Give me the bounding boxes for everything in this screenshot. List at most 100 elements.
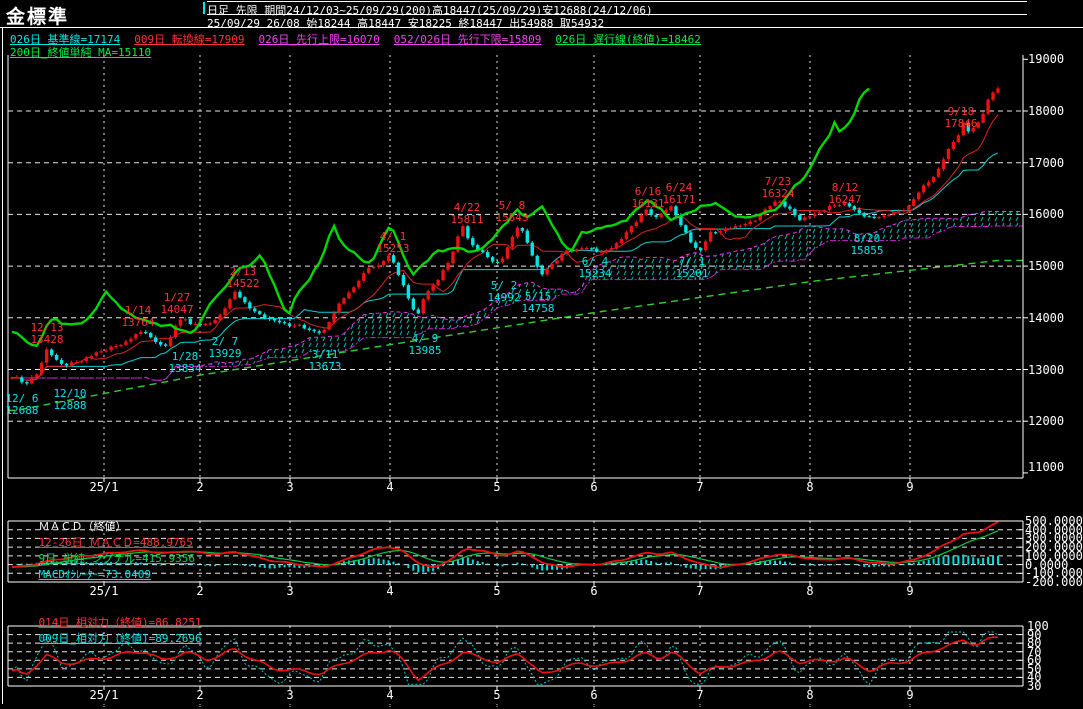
x-axis-label-rsi: 6 [590, 688, 598, 702]
info-box-mid-border [207, 14, 1027, 15]
annotation-low: 7/ 1 15201 [675, 255, 709, 280]
x-axis-label-macd: 9 [906, 584, 914, 598]
annotation-high: 5/ 8 15843 [495, 199, 529, 224]
annotation-low: 4/ 9 13985 [408, 332, 442, 357]
macd-axis-label: 0.0000 [1025, 557, 1069, 572]
x-axis-label-main: 2 [196, 480, 204, 494]
macd-axis-label: -200.0000 [1025, 575, 1083, 589]
rsi-header: 014日 相対力（終値)=86.8251 009日_相対力（終値)=89.269… [12, 601, 212, 659]
rsi-axis-label: 40 [1027, 670, 1042, 685]
header-separator [0, 27, 1083, 28]
annotation-low: 3/11 13673 [308, 348, 342, 373]
x-axis-label-macd: 4 [386, 584, 394, 598]
x-axis-label-main: 25/1 [89, 480, 119, 494]
ichimoku-cloud [12, 211, 1023, 381]
legend-entry: 026日 遅行線(終値)=18462 [555, 33, 701, 46]
annotation-low: 8/20 15855 [850, 232, 884, 257]
rsi-axis-label: 100 [1027, 619, 1049, 633]
annotation-high: 4/22 15811 [450, 201, 484, 226]
annotation-low: 6/ 4 15234 [578, 255, 612, 280]
macd-axis-label: 400.0000 [1025, 522, 1083, 537]
annotation-high: 2/13 14522 [226, 265, 260, 290]
quote-info-line: 25/09/29 26/08 始18244 高18447 安18225 終184… [207, 17, 605, 30]
annotation-high: 4/ 1 15253 [376, 230, 410, 255]
macd-signal-value: 9日 単純 シグナル=415.9356 [38, 552, 195, 565]
macd-axis-label: 200.0000 [1025, 540, 1083, 555]
x-axis-label-rsi: 5 [493, 688, 501, 702]
x-axis-label-macd: 25/1 [89, 584, 119, 598]
price-axis-label: 17000 [1028, 155, 1065, 170]
price-axis-label: 14000 [1028, 310, 1065, 325]
x-axis-label-rsi: 9 [906, 688, 914, 702]
x-axis-label-rsi: 2 [196, 688, 204, 702]
macd-histogram [15, 554, 999, 573]
x-axis-label-rsi: 3 [286, 688, 294, 702]
price-axis-label: 19000 [1028, 52, 1065, 67]
x-axis-label-macd: 5 [493, 584, 501, 598]
rsi-plot-area[interactable] [8, 626, 1023, 686]
annotation-low: 1/28 13834 [168, 350, 202, 375]
x-axis-label-macd: 8 [806, 584, 814, 598]
x-axis-label-main: 6 [590, 480, 598, 494]
annotation-low: 5/ 2 14992 [487, 279, 521, 304]
macd-title: ＭＡＣＤ（終値） [38, 520, 127, 533]
legend-entry: 026日 基準線=17174 [10, 33, 121, 46]
info-cyan-tick [203, 2, 205, 14]
rsi-axis-label: 50 [1027, 661, 1042, 676]
annotation-high: 1/14 13764 [121, 304, 155, 329]
x-axis-label-main: 7 [696, 480, 704, 494]
legend-entry: 009日 転換線=17909 [134, 33, 245, 46]
annotation-high: 6/24 16171 [662, 181, 696, 206]
legend-entry: 026日_先行上限=16070 [258, 33, 380, 46]
annotation-high: 8/12 16247 [828, 181, 862, 206]
x-axis-label-macd: 3 [286, 584, 294, 598]
instrument-title: 金標準 [6, 6, 70, 28]
x-axis-label-rsi: 8 [806, 688, 814, 702]
annotation-high: 12/13 13428 [30, 321, 64, 346]
ichimoku-legend-row1: 026日 基準線=17174 009日 転換線=17909 026日_先行上限=16… [10, 31, 715, 47]
x-axis-label-main: 9 [906, 480, 914, 494]
annotation-high: 6/16 16131 [631, 185, 665, 210]
x-axis-label-rsi: 4 [386, 688, 394, 702]
annotation-low: 12/ 6 12688 [5, 392, 39, 417]
price-axis-label: 12000 [1028, 414, 1065, 429]
x-axis-label-main: 3 [286, 480, 294, 494]
ichimoku-legend-row2: 200日_終値単純 MA=15110 [10, 44, 165, 60]
price-axis-label: 18000 [1028, 104, 1065, 118]
x-axis-label-macd: 7 [696, 584, 704, 598]
annotation-low: 12/10 12888 [53, 387, 87, 412]
rsi-axis-label: 30 [1027, 679, 1042, 693]
x-axis-label-main: 8 [806, 480, 814, 494]
contract-info-line: 日足 先限 期間24/12/03~25/09/29(200)高18447(25/… [207, 4, 653, 17]
macd-value: 12-26日 ＭＡＣＤ=488.9765 [38, 536, 193, 549]
annotation-low: 5/15 14758 [521, 290, 555, 315]
legend-entry: 052/026日 先行下限=15809 [393, 33, 542, 46]
annotation-low: 2/ 7 13929 [208, 335, 242, 360]
macd-oscillator-value: MACDｵｼﾚｰﾀｰ=73.0409 [38, 568, 151, 581]
annotation-high: 7/23 16324 [761, 175, 795, 200]
x-axis-label-rsi: 25/1 [89, 688, 119, 702]
rsi-axis-label: 80 [1027, 636, 1042, 651]
outer-left-border [2, 27, 3, 704]
macd-axis-label: 300.0000 [1025, 531, 1083, 546]
macd-axis-label: -100.0000 [1025, 566, 1083, 581]
x-axis-label-main: 4 [386, 480, 394, 494]
annotation-high: 1/27 14047 [160, 291, 194, 316]
x-axis-label-macd: 2 [196, 584, 204, 598]
price-axis-label: 15000 [1028, 259, 1065, 274]
rsi9-value: 009日_相対力（終値)=89.2696 [38, 632, 202, 645]
macd-axis-label: 100.0000 [1025, 548, 1083, 563]
price-axis-label: 13000 [1028, 362, 1065, 377]
x-axis-label-rsi: 7 [696, 688, 704, 702]
info-box-top-border [207, 1, 1027, 2]
price-axis-label: 16000 [1028, 207, 1065, 222]
rsi-axis-label: 70 [1027, 644, 1042, 659]
macd-plot-area[interactable] [8, 521, 1023, 582]
main-plot-area[interactable] [8, 55, 1023, 478]
macd-header: ＭＡＣＤ（終値） 12-26日 ＭＡＣＤ=488.9765 9日 単純 シグナル… [12, 505, 205, 595]
x-axis-label-main: 5 [493, 480, 501, 494]
rsi-axis-label: 90 [1027, 627, 1042, 642]
rsi14-value: 014日 相対力（終値)=86.8251 [38, 616, 202, 629]
